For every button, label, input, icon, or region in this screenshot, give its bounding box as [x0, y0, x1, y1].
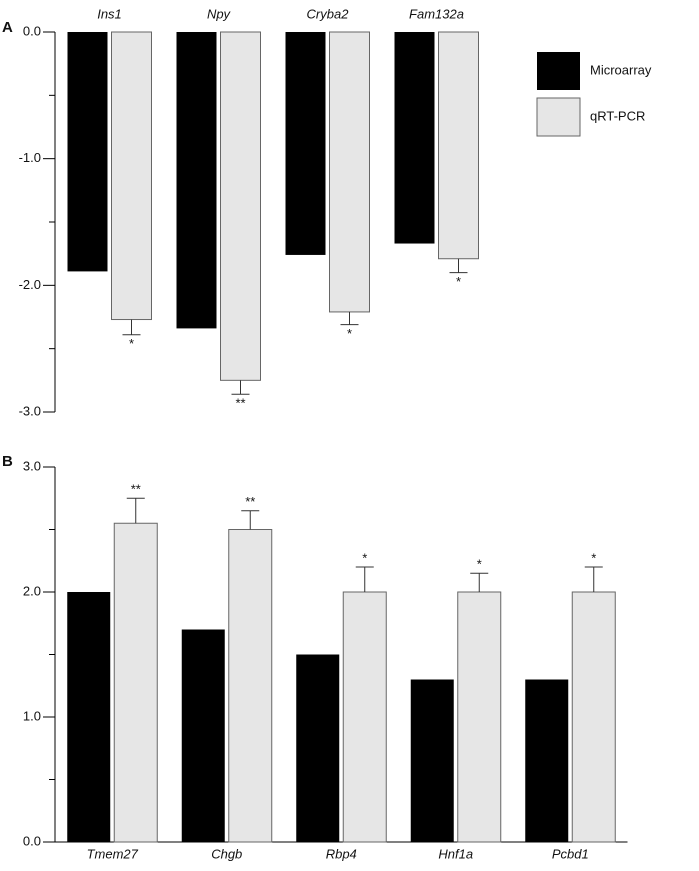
- legend-swatch: [537, 52, 580, 90]
- bar: [181, 629, 225, 842]
- legend-label: qRT-PCR: [590, 108, 645, 123]
- legend-label: Microarray: [590, 62, 652, 77]
- bar: [342, 591, 387, 843]
- bar: [329, 31, 370, 313]
- x-tick-label: Tmem27: [87, 846, 139, 861]
- bar: [394, 32, 435, 244]
- bar: [67, 32, 108, 272]
- bar: [285, 32, 326, 255]
- y-tick-label: -1.0: [19, 150, 41, 165]
- y-tick-label: -3.0: [19, 403, 41, 418]
- bar: [228, 529, 273, 843]
- significance: *: [362, 550, 367, 565]
- y-tick-label: 0.0: [23, 833, 41, 848]
- legend-swatch: [536, 97, 581, 137]
- error-bar: [122, 319, 141, 336]
- y-tick-label: 0.0: [23, 23, 41, 38]
- error-bar: [355, 566, 374, 592]
- y-tick-label: 3.0: [23, 458, 41, 473]
- y-tick-label: -2.0: [19, 277, 41, 292]
- x-tick-label: Fam132a: [409, 6, 464, 21]
- significance: *: [477, 557, 482, 572]
- y-tick-label: 2.0: [23, 583, 41, 598]
- bar: [220, 31, 261, 381]
- x-tick-label: Npy: [207, 6, 232, 21]
- error-bar: [126, 497, 145, 524]
- bar: [67, 592, 111, 842]
- x-tick-label: Rbp4: [326, 846, 357, 861]
- y-tick-label: 1.0: [23, 708, 41, 723]
- error-bar: [449, 258, 468, 274]
- significance: *: [456, 274, 461, 289]
- bar: [438, 31, 479, 260]
- bar: [525, 679, 569, 842]
- significance: *: [591, 550, 596, 565]
- bar: [176, 32, 217, 329]
- x-tick-label: Hnf1a: [438, 846, 473, 861]
- significance: **: [131, 482, 141, 497]
- bar: [410, 679, 454, 842]
- error-bar: [340, 311, 359, 326]
- significance: **: [235, 396, 245, 411]
- significance: **: [245, 494, 255, 509]
- bar: [111, 31, 152, 321]
- error-bar: [231, 380, 250, 395]
- bar: [113, 522, 158, 843]
- x-tick-label: Cryba2: [307, 6, 350, 21]
- x-tick-label: Ins1: [97, 6, 122, 21]
- panel-label: A: [2, 19, 13, 36]
- x-tick-label: Chgb: [211, 846, 242, 861]
- significance: *: [129, 336, 134, 351]
- bar: [571, 591, 616, 843]
- error-bar: [241, 510, 260, 530]
- bar: [457, 591, 502, 843]
- error-bar: [470, 572, 489, 592]
- significance: *: [347, 326, 352, 341]
- bar: [296, 654, 340, 842]
- x-tick-label: Pcbd1: [552, 846, 589, 861]
- panel-label: B: [2, 453, 13, 470]
- error-bar: [584, 566, 603, 592]
